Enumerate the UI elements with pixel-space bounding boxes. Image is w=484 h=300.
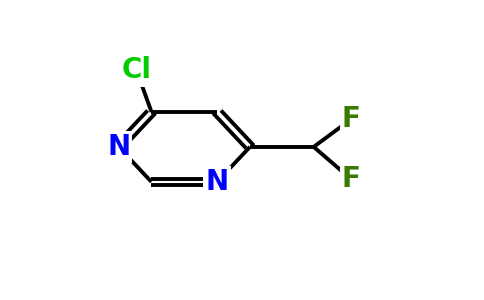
Text: F: F: [342, 105, 361, 133]
Text: N: N: [206, 168, 228, 196]
Text: N: N: [107, 133, 130, 161]
Text: F: F: [342, 165, 361, 193]
Text: Cl: Cl: [121, 56, 151, 84]
